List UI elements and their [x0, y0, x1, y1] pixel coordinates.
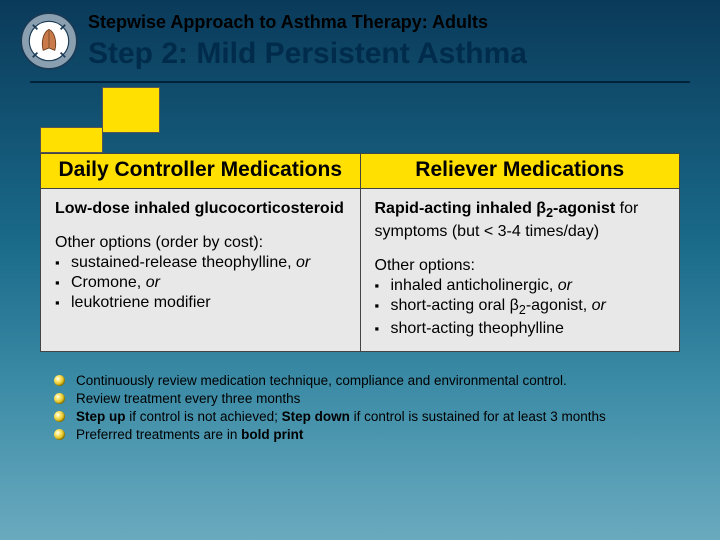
list-item: Step up if control is not achieved; Step… [54, 408, 680, 426]
cell-controller: Low-dose inhaled glucocorticosteroid Oth… [40, 189, 360, 352]
footer-notes: Continuously review medication technique… [54, 372, 680, 445]
table-header-row: Daily Controller Medications Reliever Me… [40, 153, 680, 189]
step-1-block [40, 127, 103, 153]
list-item: sustained-release theophylline, or [55, 253, 348, 273]
medication-table: Daily Controller Medications Reliever Me… [40, 109, 680, 352]
title-rule [30, 81, 690, 83]
list-item: Continuously review medication technique… [54, 372, 680, 390]
reliever-options-list: inhaled anticholinergic, orshort-acting … [375, 276, 668, 339]
reliever-primary: Rapid-acting inhaled β2-agonist for symp… [375, 199, 668, 242]
list-item: Preferred treatments are in bold print [54, 426, 680, 444]
title-block: Stepwise Approach to Asthma Therapy: Adu… [88, 12, 527, 71]
pretitle: Stepwise Approach to Asthma Therapy: Adu… [88, 12, 527, 33]
col-header-reliever: Reliever Medications [361, 154, 680, 188]
list-item: inhaled anticholinergic, or [375, 276, 668, 296]
list-item: short-acting theophylline [375, 319, 668, 339]
table-body-row: Low-dose inhaled glucocorticosteroid Oth… [40, 189, 680, 352]
cell-reliever: Rapid-acting inhaled β2-agonist for symp… [360, 189, 681, 352]
reliever-options-label: Other options: [375, 256, 668, 276]
controller-options-list: sustained-release theophylline, orCromon… [55, 253, 348, 313]
title: Step 2: Mild Persistent Asthma [88, 37, 527, 71]
list-item: Review treatment every three months [54, 390, 680, 408]
list-item: Cromone, or [55, 273, 348, 293]
list-item: short-acting oral β2-agonist, or [375, 296, 668, 319]
header: Stepwise Approach to Asthma Therapy: Adu… [0, 0, 720, 77]
list-item: leukotriene modifier [55, 293, 348, 313]
col-header-controller: Daily Controller Medications [41, 154, 361, 188]
controller-primary: Low-dose inhaled glucocorticosteroid [55, 199, 348, 219]
controller-options-label: Other options (order by cost): [55, 233, 348, 253]
step-2-block [102, 87, 160, 133]
slide: Stepwise Approach to Asthma Therapy: Adu… [0, 0, 720, 540]
gina-logo [20, 12, 78, 70]
step-staircase [40, 109, 680, 153]
footer-list: Continuously review medication technique… [54, 372, 680, 445]
